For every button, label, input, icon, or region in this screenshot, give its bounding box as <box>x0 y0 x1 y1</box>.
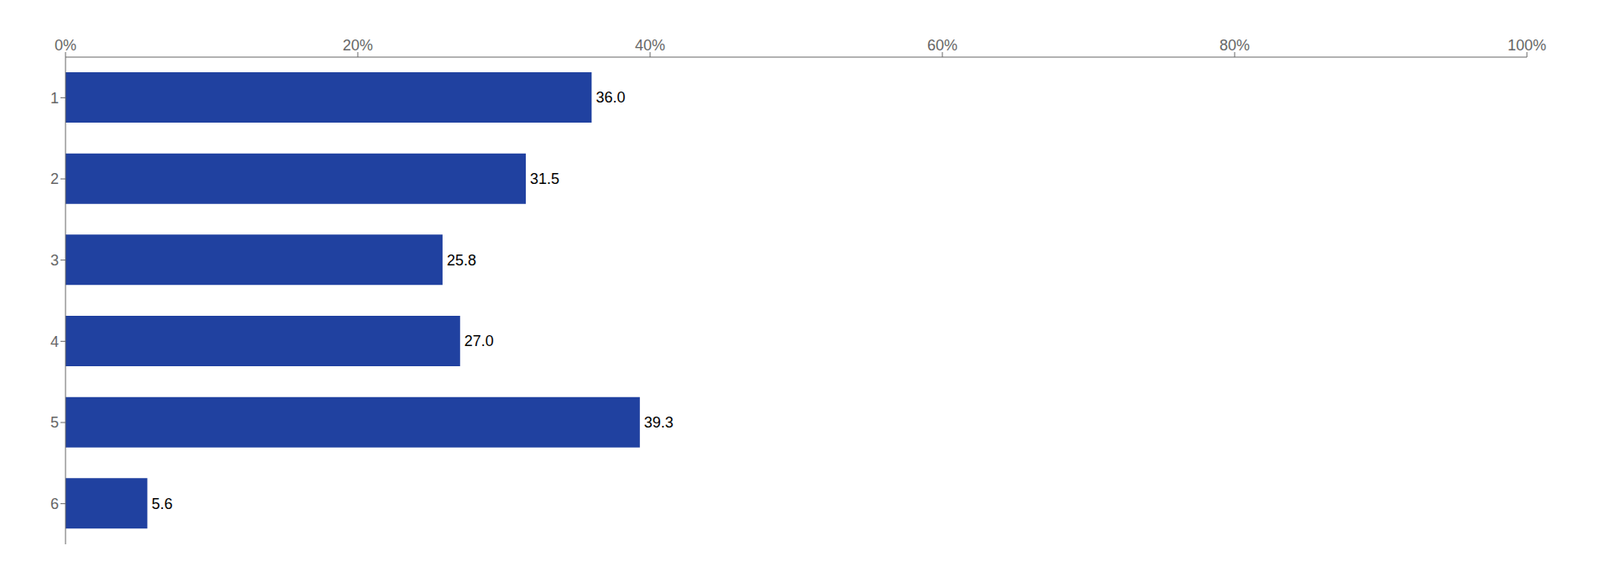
svg-text:40%: 40% <box>634 36 666 54</box>
svg-text:3: 3 <box>50 251 59 269</box>
svg-text:5: 5 <box>50 414 59 431</box>
svg-text:4: 4 <box>50 333 59 351</box>
svg-text:60%: 60% <box>927 36 958 54</box>
svg-text:25.8: 25.8 <box>446 251 477 269</box>
svg-text:80%: 80% <box>1219 36 1250 54</box>
svg-text:27.0: 27.0 <box>464 332 494 350</box>
svg-text:39.3: 39.3 <box>644 414 674 431</box>
svg-text:2: 2 <box>50 170 59 188</box>
svg-text:5.6: 5.6 <box>151 495 173 513</box>
svg-text:6: 6 <box>50 495 59 513</box>
svg-text:0%: 0% <box>54 36 77 54</box>
svg-text:1: 1 <box>50 89 59 107</box>
svg-text:100%: 100% <box>1507 36 1547 54</box>
svg-text:36.0: 36.0 <box>595 89 625 106</box>
svg-text:31.5: 31.5 <box>529 170 560 188</box>
svg-text:20%: 20% <box>342 36 373 54</box>
